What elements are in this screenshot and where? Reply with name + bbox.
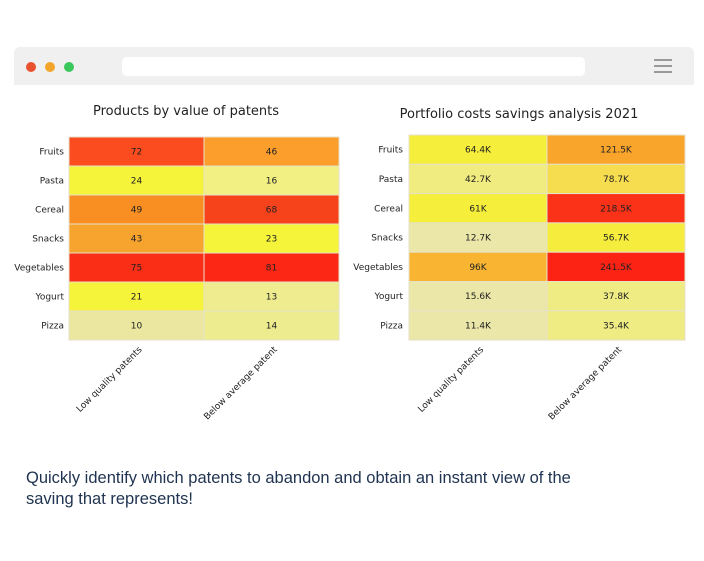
row-label: Cereal: [374, 204, 403, 214]
row-label: Snacks: [371, 234, 403, 244]
cell-value-label: 64.4K: [465, 146, 492, 156]
cell-value-label: 96K: [469, 263, 487, 273]
cell-value-label: 56.7K: [603, 234, 630, 244]
cell-value-label: 78.7K: [603, 175, 630, 185]
column-label: Below average patent: [547, 345, 625, 423]
chart-title: Portfolio costs savings analysis 2021: [400, 107, 639, 122]
cell-value-label: 42.7K: [465, 175, 492, 185]
cell-value-label: 11.4K: [465, 321, 492, 331]
cell-value-label: 15.6K: [465, 292, 492, 302]
cell-value-label: 241.5K: [600, 263, 633, 273]
caption-text: Quickly identify which patents to abando…: [26, 468, 596, 510]
row-label: Yogurt: [374, 292, 404, 302]
cell-value-label: 37.8K: [603, 292, 630, 302]
column-label: Low quality patents: [417, 345, 487, 415]
row-label: Fruits: [378, 146, 403, 156]
cell-value-label: 121.5K: [600, 146, 633, 156]
row-label: Pasta: [379, 175, 403, 185]
cell-value-label: 218.5K: [600, 204, 633, 214]
row-label: Vegetables: [353, 263, 403, 273]
cell-value-label: 61K: [469, 204, 487, 214]
cell-value-label: 12.7K: [465, 234, 492, 244]
row-label: Pizza: [380, 321, 403, 331]
cell-value-label: 35.4K: [603, 321, 630, 331]
